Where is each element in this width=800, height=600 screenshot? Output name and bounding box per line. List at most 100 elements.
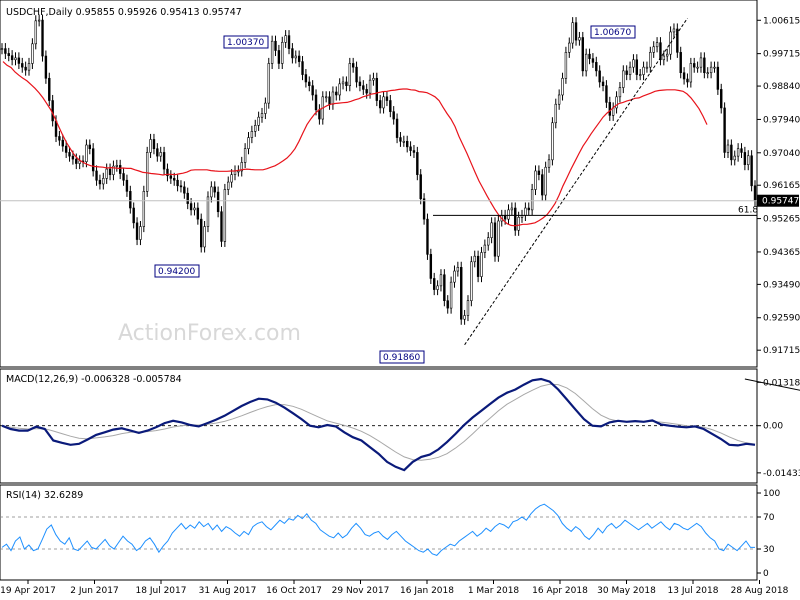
candle-body <box>216 191 220 213</box>
candle-body <box>703 57 706 74</box>
candle-body <box>750 155 753 187</box>
candle-body <box>166 168 169 177</box>
candle-body <box>196 207 200 220</box>
candle-body <box>264 102 267 114</box>
x-tick-label: 29 Nov 2017 <box>332 586 390 596</box>
rsi-tick-label: 0 <box>763 569 769 579</box>
annotation-label: 0.94200 <box>158 267 195 277</box>
candle-body <box>453 270 456 283</box>
fib-level-label: 61.8 <box>738 205 758 215</box>
candle-body <box>284 35 287 43</box>
candle-body <box>0 48 4 50</box>
price-annotations: 1.00370 0.94200 0.91860 1.00670 <box>154 25 636 364</box>
candle-body <box>527 207 530 211</box>
candle-body <box>470 261 473 301</box>
candle-body <box>483 244 487 253</box>
price-panel: USDCHF,Daily 0.95855 0.95926 0.95413 0.9… <box>0 0 800 368</box>
rsi-panel: RSI(14) 32.6289 100 70 30 0 <box>0 484 780 581</box>
candle-body <box>152 139 156 150</box>
candle-body <box>601 81 605 86</box>
macd-axis: 0.013184 0.00 -0.014339 <box>0 378 800 479</box>
candle-body <box>676 28 679 53</box>
candle-body <box>554 103 557 124</box>
candle-body <box>37 19 41 22</box>
annotation-label: 0.91860 <box>383 353 420 363</box>
candle-body <box>328 96 331 105</box>
candle-body <box>112 165 115 175</box>
candle-body <box>355 66 358 83</box>
candle-body <box>574 22 578 41</box>
x-tick-label: 19 Apr 2017 <box>0 586 56 596</box>
candle-body <box>736 148 740 157</box>
price-trendline <box>464 17 688 346</box>
candle-body <box>348 63 351 86</box>
candle-body <box>105 168 108 179</box>
candle-body <box>115 165 119 167</box>
candle-body <box>169 175 173 179</box>
candle-body <box>351 63 355 68</box>
candle-body <box>240 162 243 172</box>
current-price-label: 0.95747 <box>762 197 799 207</box>
candle-body <box>156 148 159 157</box>
candle-body <box>341 81 345 85</box>
candle-body <box>304 74 308 83</box>
annotation-label: 1.00370 <box>227 38 264 48</box>
candle-body <box>480 252 483 277</box>
candle-body <box>31 43 34 64</box>
candle-body <box>446 300 449 309</box>
candle-body <box>173 178 176 181</box>
rsi-tick-label: 70 <box>763 513 775 523</box>
candle-body <box>308 81 311 86</box>
candle-body <box>324 96 328 99</box>
candle-body <box>34 20 37 45</box>
rsi-tick-label: 100 <box>763 489 780 499</box>
candle-body <box>243 148 247 163</box>
candle-body <box>132 207 135 224</box>
candle-body <box>64 145 68 153</box>
candle-body <box>655 42 659 48</box>
x-tick-label: 2 Jun 2017 <box>70 586 118 596</box>
rsi-axis: 100 70 30 0 <box>0 489 780 579</box>
candle-body <box>416 152 419 175</box>
x-tick-label: 31 Aug 2017 <box>199 586 257 596</box>
sma-path <box>2 61 708 227</box>
candle-body <box>682 72 686 80</box>
candle-body <box>615 96 618 109</box>
candle-body <box>91 148 95 172</box>
candle-body <box>436 285 439 290</box>
candle-body <box>537 170 541 175</box>
candle-body <box>331 91 335 105</box>
candle-body <box>183 186 186 194</box>
price-tick-label: 0.93490 <box>763 280 800 290</box>
candle-body <box>402 140 406 143</box>
candle-body <box>129 191 132 209</box>
annotation-box <box>223 35 269 49</box>
candle-body <box>406 140 409 148</box>
rsi-panel-frame <box>0 484 758 581</box>
candle-body <box>372 77 375 81</box>
candle-body <box>345 81 348 86</box>
candle-body <box>75 158 78 164</box>
candle-body <box>44 55 48 79</box>
candle-body <box>449 281 453 309</box>
candle-body <box>530 189 534 211</box>
candle-body <box>689 63 693 83</box>
candle-body <box>568 42 571 53</box>
candle-body <box>159 152 162 157</box>
candle-body <box>422 198 426 220</box>
candle-body <box>490 222 493 238</box>
chart-header: USDCHF,Daily 0.95855 0.95926 0.95413 0.9… <box>6 7 242 18</box>
trendline-segment <box>464 17 688 346</box>
candle-body <box>186 192 189 204</box>
candle-body <box>598 70 601 83</box>
candle-body <box>358 81 362 86</box>
candle-body <box>426 218 429 255</box>
candle-body <box>557 94 561 105</box>
candle-body <box>210 186 213 198</box>
candle-body <box>503 215 507 220</box>
candle-body <box>551 122 554 161</box>
candle-body <box>220 211 223 242</box>
candle-body <box>277 50 281 64</box>
x-tick-label: 16 Oct 2017 <box>266 586 322 596</box>
candle-body <box>544 166 547 196</box>
